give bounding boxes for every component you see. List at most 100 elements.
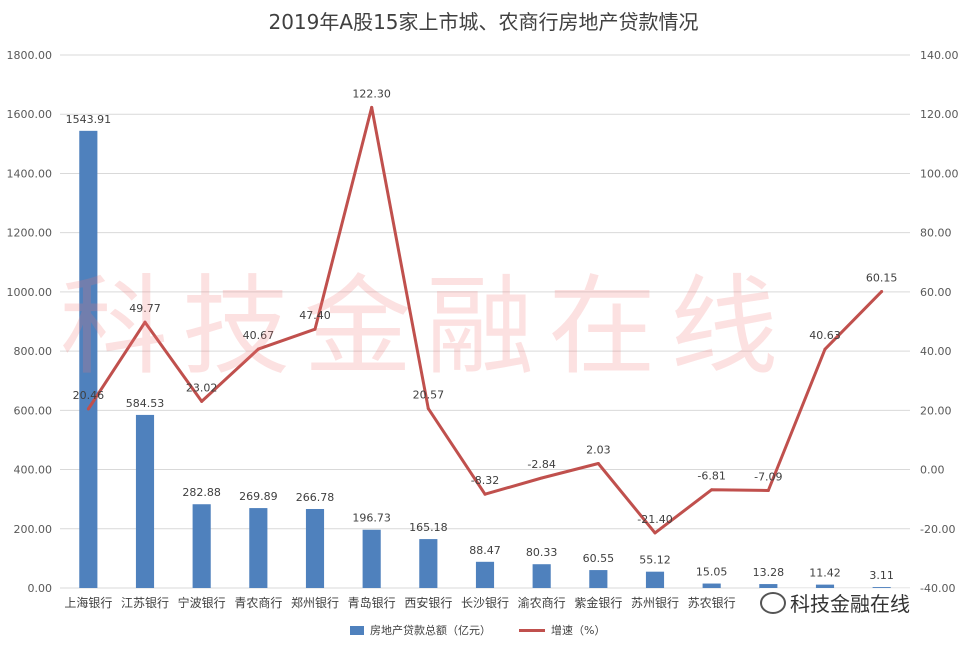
bar: [589, 570, 608, 588]
x-tick-label: 郑州银行: [291, 595, 339, 610]
legend-swatch-line: [519, 628, 545, 632]
y-left-tick-label: 0.00: [28, 582, 53, 595]
x-tick-label: 上海银行: [64, 595, 112, 610]
growth-point: [313, 327, 317, 331]
y-right-tick-label: 40.00: [920, 345, 952, 358]
y-left-tick-label: 600.00: [14, 404, 53, 417]
bar-value-label: 266.78: [296, 491, 335, 504]
y-right-tick-label: 60.00: [920, 286, 952, 299]
growth-point: [710, 488, 714, 492]
bar: [192, 504, 211, 588]
y-right-tick-label: 0.00: [920, 464, 945, 477]
growth-point: [200, 399, 204, 403]
x-tick-label: 渝农商行: [518, 595, 566, 610]
bar: [759, 584, 778, 588]
x-tick-label: 苏州银行: [631, 596, 679, 610]
x-tick-label: 长沙银行: [461, 596, 509, 610]
y-right-tick-label: 140.00: [920, 49, 959, 62]
growth-point: [766, 489, 770, 493]
bar-value-label: 88.47: [469, 544, 501, 557]
y-left-tick-label: 1800.00: [7, 49, 53, 62]
brand-badge: 科技金融在线: [760, 588, 910, 617]
bar-value-label: 11.42: [809, 567, 841, 580]
legend-item-bar: 房地产贷款总额（亿元）: [350, 622, 491, 638]
bar: [362, 529, 381, 588]
bar: [305, 509, 325, 588]
bar-value-label: 282.88: [182, 486, 221, 499]
growth-point: [483, 492, 487, 496]
x-tick-label: 苏农银行: [688, 596, 736, 610]
growth-point: [596, 462, 600, 466]
line-value-label: -21.40: [637, 513, 672, 526]
bar-value-label: 13.28: [753, 566, 785, 579]
line-value-label: 23.02: [186, 381, 218, 394]
growth-point: [653, 531, 657, 535]
growth-point: [256, 347, 260, 351]
x-tick-label: 青岛银行: [348, 595, 396, 610]
y-left-tick-label: 400.00: [14, 464, 53, 477]
y-left-tick-label: 200.00: [14, 523, 53, 536]
line-value-label: 20.57: [413, 389, 445, 402]
growth-point: [880, 289, 884, 293]
bar-value-label: 584.53: [126, 397, 165, 410]
x-tick-label: 紫金银行: [574, 595, 622, 610]
wechat-icon: [760, 591, 786, 614]
x-tick-label: 江苏银行: [121, 596, 169, 610]
line-value-label: -8.32: [471, 474, 499, 487]
line-value-label: -7.09: [754, 471, 782, 484]
line-value-label: 122.30: [352, 87, 391, 100]
x-tick-label: 西安银行: [404, 595, 452, 610]
bar-value-label: 55.12: [639, 554, 671, 567]
growth-point: [540, 476, 544, 480]
growth-point: [823, 347, 827, 351]
line-value-label: 40.63: [809, 329, 841, 342]
y-right-tick-label: 20.00: [920, 404, 952, 417]
y-right-tick-label: -40.00: [920, 582, 955, 595]
growth-point: [86, 407, 90, 411]
bar: [135, 414, 155, 588]
y-left-tick-label: 1000.00: [7, 286, 53, 299]
y-left-tick-label: 800.00: [14, 345, 53, 358]
bar: [645, 571, 665, 588]
y-left-tick-label: 1200.00: [7, 227, 53, 240]
bar-value-label: 3.11: [869, 569, 894, 582]
line-value-label: 20.46: [73, 389, 105, 402]
chart-title: 2019年A股15家上市城、农商行房地产贷款情况: [268, 10, 699, 34]
bar-value-label: 15.05: [696, 566, 728, 579]
line-value-label: 47.40: [299, 309, 331, 322]
y-left-tick-label: 1600.00: [7, 108, 53, 121]
brand-label: 科技金融在线: [790, 592, 910, 616]
legend: 房地产贷款总额（亿元） 增速（%）: [350, 622, 605, 638]
line-value-label: -6.81: [697, 470, 725, 483]
line-value-label: 2.03: [586, 444, 611, 457]
bar: [702, 583, 721, 588]
bar-value-label: 269.89: [239, 490, 278, 503]
y-left-tick-label: 1400.00: [7, 167, 53, 180]
bar: [532, 564, 551, 588]
bar-value-label: 196.73: [352, 512, 391, 525]
growth-point: [426, 407, 430, 411]
line-value-label: -2.84: [527, 458, 555, 471]
growth-point: [370, 105, 374, 109]
legend-swatch-bar: [350, 625, 364, 635]
y-right-tick-label: 80.00: [920, 227, 952, 240]
bar-value-label: 80.33: [526, 546, 558, 559]
growth-point: [143, 320, 147, 324]
bar: [79, 130, 98, 588]
bar-value-label: 60.55: [583, 552, 615, 565]
bar: [419, 539, 438, 588]
bar: [475, 561, 495, 588]
legend-item-line: 增速（%）: [519, 622, 605, 638]
line-value-label: 40.67: [243, 329, 275, 342]
bar: [872, 587, 891, 588]
line-value-label: 60.15: [866, 271, 898, 284]
x-tick-label: 宁波银行: [178, 595, 226, 610]
legend-label-line: 增速（%）: [551, 624, 606, 637]
bar-value-label: 1543.91: [66, 113, 112, 126]
bar: [815, 584, 835, 588]
line-value-label: 49.77: [129, 302, 161, 315]
bar: [249, 508, 268, 588]
y-right-tick-label: 120.00: [920, 108, 959, 121]
